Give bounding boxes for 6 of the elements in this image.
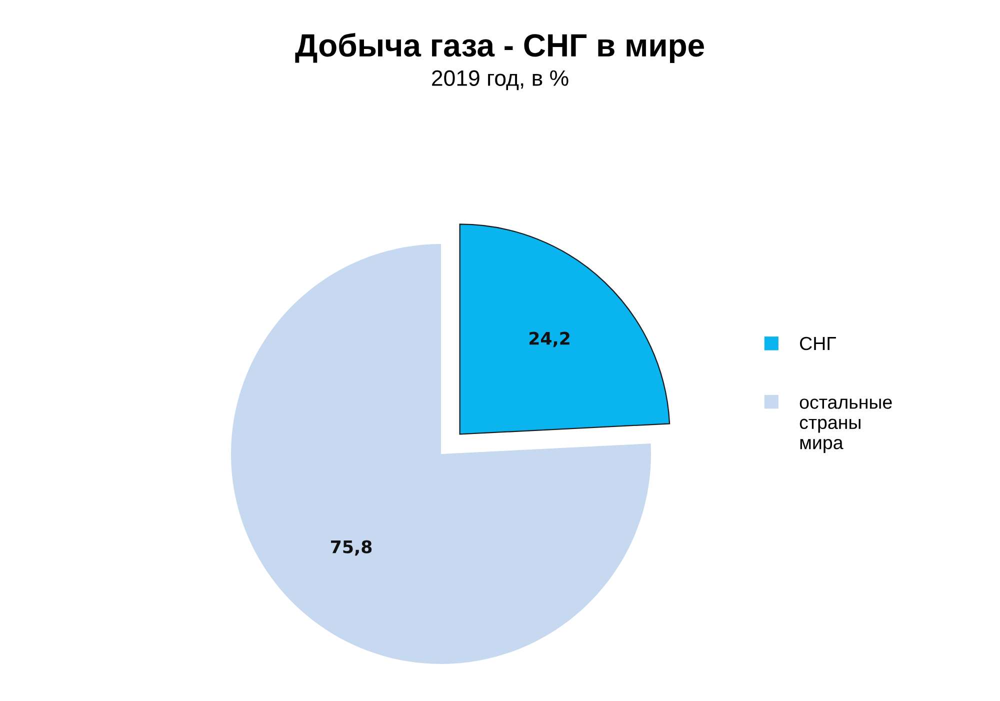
data-label: 75,8 [331, 540, 372, 556]
chart-subtitle: 2019 год, в % [432, 70, 568, 90]
legend-label: остальные страны мира [800, 398, 892, 453]
data-label: 24,2 [529, 332, 570, 348]
legend-label: СНГ [800, 336, 836, 350]
chart-title: Добыча газа - СНГ в мире [295, 32, 704, 64]
